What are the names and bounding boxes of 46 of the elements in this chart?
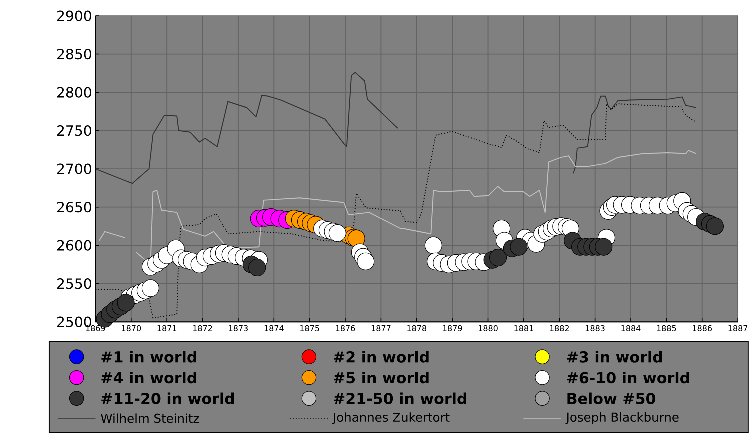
legend-label: #3 in world [567,351,662,363]
legend-label: #6-10 in world [567,372,690,384]
x-tick-label: 1878 [408,325,427,332]
x-tick-label: 1870 [122,325,142,332]
point [489,248,508,266]
legend-label: #11-20 in world [102,392,234,404]
x-tick-label: 1881 [514,325,534,332]
x-tick-label: 1884 [622,325,641,332]
y-tick-label: 2500 [58,316,92,328]
legend-label: #4 in world [102,372,196,384]
x-tick-label: 1876 [336,325,356,332]
line-series [96,103,697,319]
legend-label: #2 in world [334,351,429,363]
point [348,230,366,248]
x-tick-label: 1877 [372,325,391,332]
legend-label: Joseph Blackburne [566,412,679,424]
legend-label: #5 in world [334,372,429,384]
y-tick-label: 2700 [58,164,92,174]
y-tick-label: 2850 [58,48,92,60]
x-tick-label: 1883 [586,325,605,332]
x-tick-label: 1887 [728,325,748,332]
x-tick-label: 1875 [300,325,320,332]
point [248,258,266,276]
point [117,294,135,312]
legend-label: Wilhelm Steinitz [101,414,200,424]
x-tick-label: 1885 [657,325,676,332]
x-tick-label: 1873 [229,325,248,332]
x-tick-label: 1886 [693,325,712,332]
point [706,218,724,236]
point [510,238,528,256]
x-tick-label: 1872 [193,325,212,332]
y-tick-label: 2550 [58,278,92,290]
y-tick-label: 2800 [58,87,92,98]
x-tick-label: 1880 [478,325,498,332]
x-tick-label: 1879 [443,325,462,332]
legend-label: Johannes Zukertort [332,412,450,424]
x-tick-label: 1874 [264,325,284,332]
y-tick-label: 2900 [58,10,92,22]
y-tick-label: 2650 [58,202,92,213]
y-tick-label: 2750 [58,125,92,136]
legend-label: #21-50 in world [334,392,467,404]
legend-label: #1 in world [102,351,196,363]
legend-label: Below #50 [568,392,656,404]
x-tick-label: 1882 [550,325,569,332]
x-tick-label: 1871 [158,325,177,332]
y-tick-label: 2600 [58,240,92,251]
